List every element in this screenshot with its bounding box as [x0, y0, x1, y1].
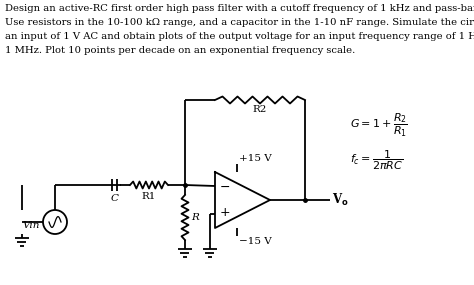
Text: an input of 1 V AC and obtain plots of the output voltage for an input frequency: an input of 1 V AC and obtain plots of t…	[5, 32, 474, 41]
Text: 1 MHz. Plot 10 points per decade on an exponential frequency scale.: 1 MHz. Plot 10 points per decade on an e…	[5, 46, 355, 55]
Text: −15 V: −15 V	[239, 237, 272, 246]
Text: R2: R2	[253, 105, 267, 114]
Text: V$_\mathbf{o}$: V$_\mathbf{o}$	[332, 192, 349, 208]
Text: +15 V: +15 V	[239, 154, 272, 163]
Text: +: +	[220, 207, 231, 219]
Text: C: C	[111, 194, 119, 203]
Text: −: −	[220, 180, 230, 194]
Text: Vin: Vin	[23, 221, 40, 229]
Text: $f_c = \dfrac{1}{2\pi RC}$: $f_c = \dfrac{1}{2\pi RC}$	[350, 148, 403, 172]
Text: Use resistors in the 10-100 kΩ range, and a capacitor in the 1-10 nF range. Simu: Use resistors in the 10-100 kΩ range, an…	[5, 18, 474, 27]
Text: $G = 1 + \dfrac{R_2}{R_1}$: $G = 1 + \dfrac{R_2}{R_1}$	[350, 111, 408, 139]
Text: R: R	[191, 213, 199, 222]
Text: Design an active-RC first order high pass filter with a cutoff frequency of 1 kH: Design an active-RC first order high pas…	[5, 4, 474, 13]
Text: R1: R1	[142, 192, 156, 201]
